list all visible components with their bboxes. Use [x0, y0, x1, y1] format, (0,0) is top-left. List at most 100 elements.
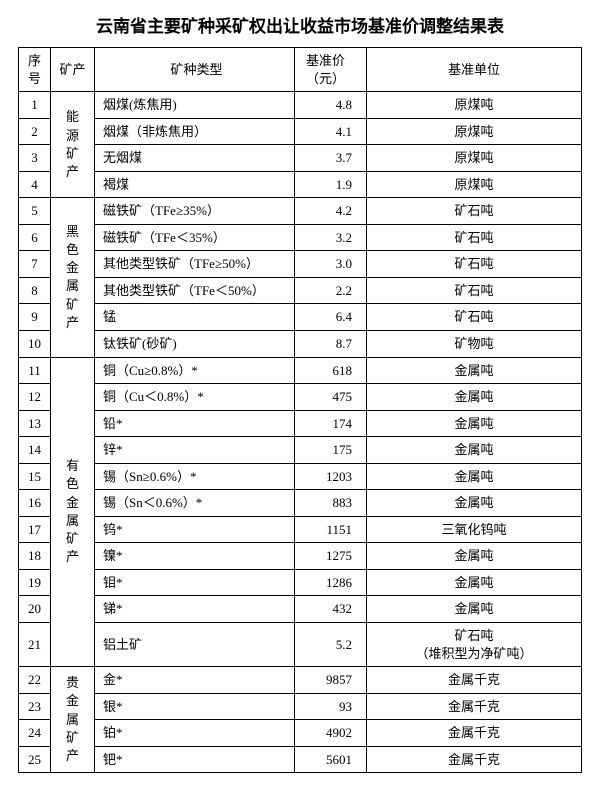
cell-price: 4.2: [295, 198, 367, 225]
cell-type: 褐煤: [95, 171, 295, 198]
cell-category: 有色金属矿产: [51, 357, 95, 667]
cell-unit: 金属吨: [367, 384, 582, 411]
cell-price: 2.2: [295, 277, 367, 304]
table-row: 11有色金属矿产铜（Cu≥0.8%）*618金属吨: [19, 357, 582, 384]
table-row: 2烟煤（非炼焦用）4.1原煤吨: [19, 118, 582, 145]
table-row: 3无烟煤3.7原煤吨: [19, 145, 582, 172]
cell-price: 175: [295, 437, 367, 464]
cell-unit: 金属千克: [367, 720, 582, 747]
cell-unit: 矿石吨: [367, 251, 582, 278]
cell-unit: 原煤吨: [367, 145, 582, 172]
cell-price: 3.2: [295, 224, 367, 251]
cell-category: 黑色金属矿产: [51, 198, 95, 357]
cell-type: 其他类型铁矿（TFe＜50%）: [95, 277, 295, 304]
cell-type: 铅*: [95, 410, 295, 437]
cell-price: 8.7: [295, 331, 367, 358]
cell-idx: 8: [19, 277, 51, 304]
price-table: 序号 矿产 矿种类型 基准价（元） 基准单位 1能源矿产烟煤(炼焦用)4.8原煤…: [18, 47, 582, 773]
table-row: 12铜（Cu＜0.8%）*475金属吨: [19, 384, 582, 411]
cell-price: 3.0: [295, 251, 367, 278]
cell-idx: 17: [19, 516, 51, 543]
cell-type: 金*: [95, 667, 295, 694]
header-row: 序号 矿产 矿种类型 基准价（元） 基准单位: [19, 48, 582, 92]
cell-unit: 金属吨: [367, 357, 582, 384]
cell-price: 1286: [295, 569, 367, 596]
cell-price: 1203: [295, 463, 367, 490]
cell-price: 1275: [295, 543, 367, 570]
cell-type: 其他类型铁矿（TFe≥50%）: [95, 251, 295, 278]
table-row: 21铝土矿5.2矿石吨（堆积型为净矿吨）: [19, 623, 582, 667]
cell-price: 4902: [295, 720, 367, 747]
table-row: 14锌*175金属吨: [19, 437, 582, 464]
col-header-price: 基准价（元）: [295, 48, 367, 92]
cell-price: 174: [295, 410, 367, 437]
table-row: 8 其他类型铁矿（TFe＜50%）2.2矿石吨: [19, 277, 582, 304]
cell-unit: 金属吨: [367, 490, 582, 517]
cell-type: 钯*: [95, 746, 295, 773]
cell-price: 93: [295, 693, 367, 720]
cell-price: 4.1: [295, 118, 367, 145]
cell-price: 3.7: [295, 145, 367, 172]
table-row: 17 钨*1151三氧化钨吨: [19, 516, 582, 543]
cell-unit: 三氧化钨吨: [367, 516, 582, 543]
col-header-idx: 序号: [19, 48, 51, 92]
table-row: 24铂*4902金属千克: [19, 720, 582, 747]
table-row: 6磁铁矿（TFe＜35%）3.2矿石吨: [19, 224, 582, 251]
cell-price: 6.4: [295, 304, 367, 331]
cell-price: 9857: [295, 667, 367, 694]
cell-price: 432: [295, 596, 367, 623]
cell-type: 烟煤(炼焦用): [95, 92, 295, 119]
cell-idx: 11: [19, 357, 51, 384]
cell-idx: 7: [19, 251, 51, 278]
cell-idx: 16: [19, 490, 51, 517]
cell-type: 银*: [95, 693, 295, 720]
cell-type: 无烟煤: [95, 145, 295, 172]
cell-unit: 矿石吨: [367, 277, 582, 304]
cell-unit: 原煤吨: [367, 118, 582, 145]
cell-idx: 12: [19, 384, 51, 411]
cell-type: 磁铁矿（TFe≥35%）: [95, 198, 295, 225]
cell-idx: 23: [19, 693, 51, 720]
cell-price: 1151: [295, 516, 367, 543]
table-row: 15锡（Sn≥0.6%）*1203金属吨: [19, 463, 582, 490]
table-row: 4褐煤1.9原煤吨: [19, 171, 582, 198]
cell-idx: 10: [19, 331, 51, 358]
cell-idx: 22: [19, 667, 51, 694]
cell-type: 锌*: [95, 437, 295, 464]
cell-type: 锡（Sn＜0.6%）*: [95, 490, 295, 517]
table-row: 7 其他类型铁矿（TFe≥50%）3.0矿石吨: [19, 251, 582, 278]
cell-type: 铜（Cu＜0.8%）*: [95, 384, 295, 411]
cell-type: 锡（Sn≥0.6%）*: [95, 463, 295, 490]
table-row: 9锰6.4矿石吨: [19, 304, 582, 331]
cell-unit: 矿石吨: [367, 304, 582, 331]
col-header-unit: 基准单位: [367, 48, 582, 92]
table-row: 5黑色金属矿产磁铁矿（TFe≥35%）4.2矿石吨: [19, 198, 582, 225]
table-row: 18镍*1275金属吨: [19, 543, 582, 570]
table-row: 20锑*432金属吨: [19, 596, 582, 623]
cell-price: 883: [295, 490, 367, 517]
col-header-type: 矿种类型: [95, 48, 295, 92]
cell-idx: 9: [19, 304, 51, 331]
cell-category: 贵金属矿产: [51, 667, 95, 773]
cell-type: 镍*: [95, 543, 295, 570]
cell-price: 618: [295, 357, 367, 384]
table-row: 25钯*5601金属千克: [19, 746, 582, 773]
cell-idx: 19: [19, 569, 51, 596]
table-row: 16 锡（Sn＜0.6%）*883金属吨: [19, 490, 582, 517]
cell-unit: 金属吨: [367, 569, 582, 596]
cell-unit: 原煤吨: [367, 171, 582, 198]
cell-type: 铝土矿: [95, 623, 295, 667]
cell-type: 铂*: [95, 720, 295, 747]
cell-unit: 金属吨: [367, 596, 582, 623]
cell-type: 铜（Cu≥0.8%）*: [95, 357, 295, 384]
cell-idx: 5: [19, 198, 51, 225]
cell-idx: 14: [19, 437, 51, 464]
cell-unit: 金属千克: [367, 746, 582, 773]
cell-price: 1.9: [295, 171, 367, 198]
cell-category: 能源矿产: [51, 92, 95, 198]
cell-unit: 矿石吨（堆积型为净矿吨）: [367, 623, 582, 667]
table-row: 13铅*174金属吨: [19, 410, 582, 437]
cell-idx: 13: [19, 410, 51, 437]
cell-type: 钨*: [95, 516, 295, 543]
cell-idx: 15: [19, 463, 51, 490]
